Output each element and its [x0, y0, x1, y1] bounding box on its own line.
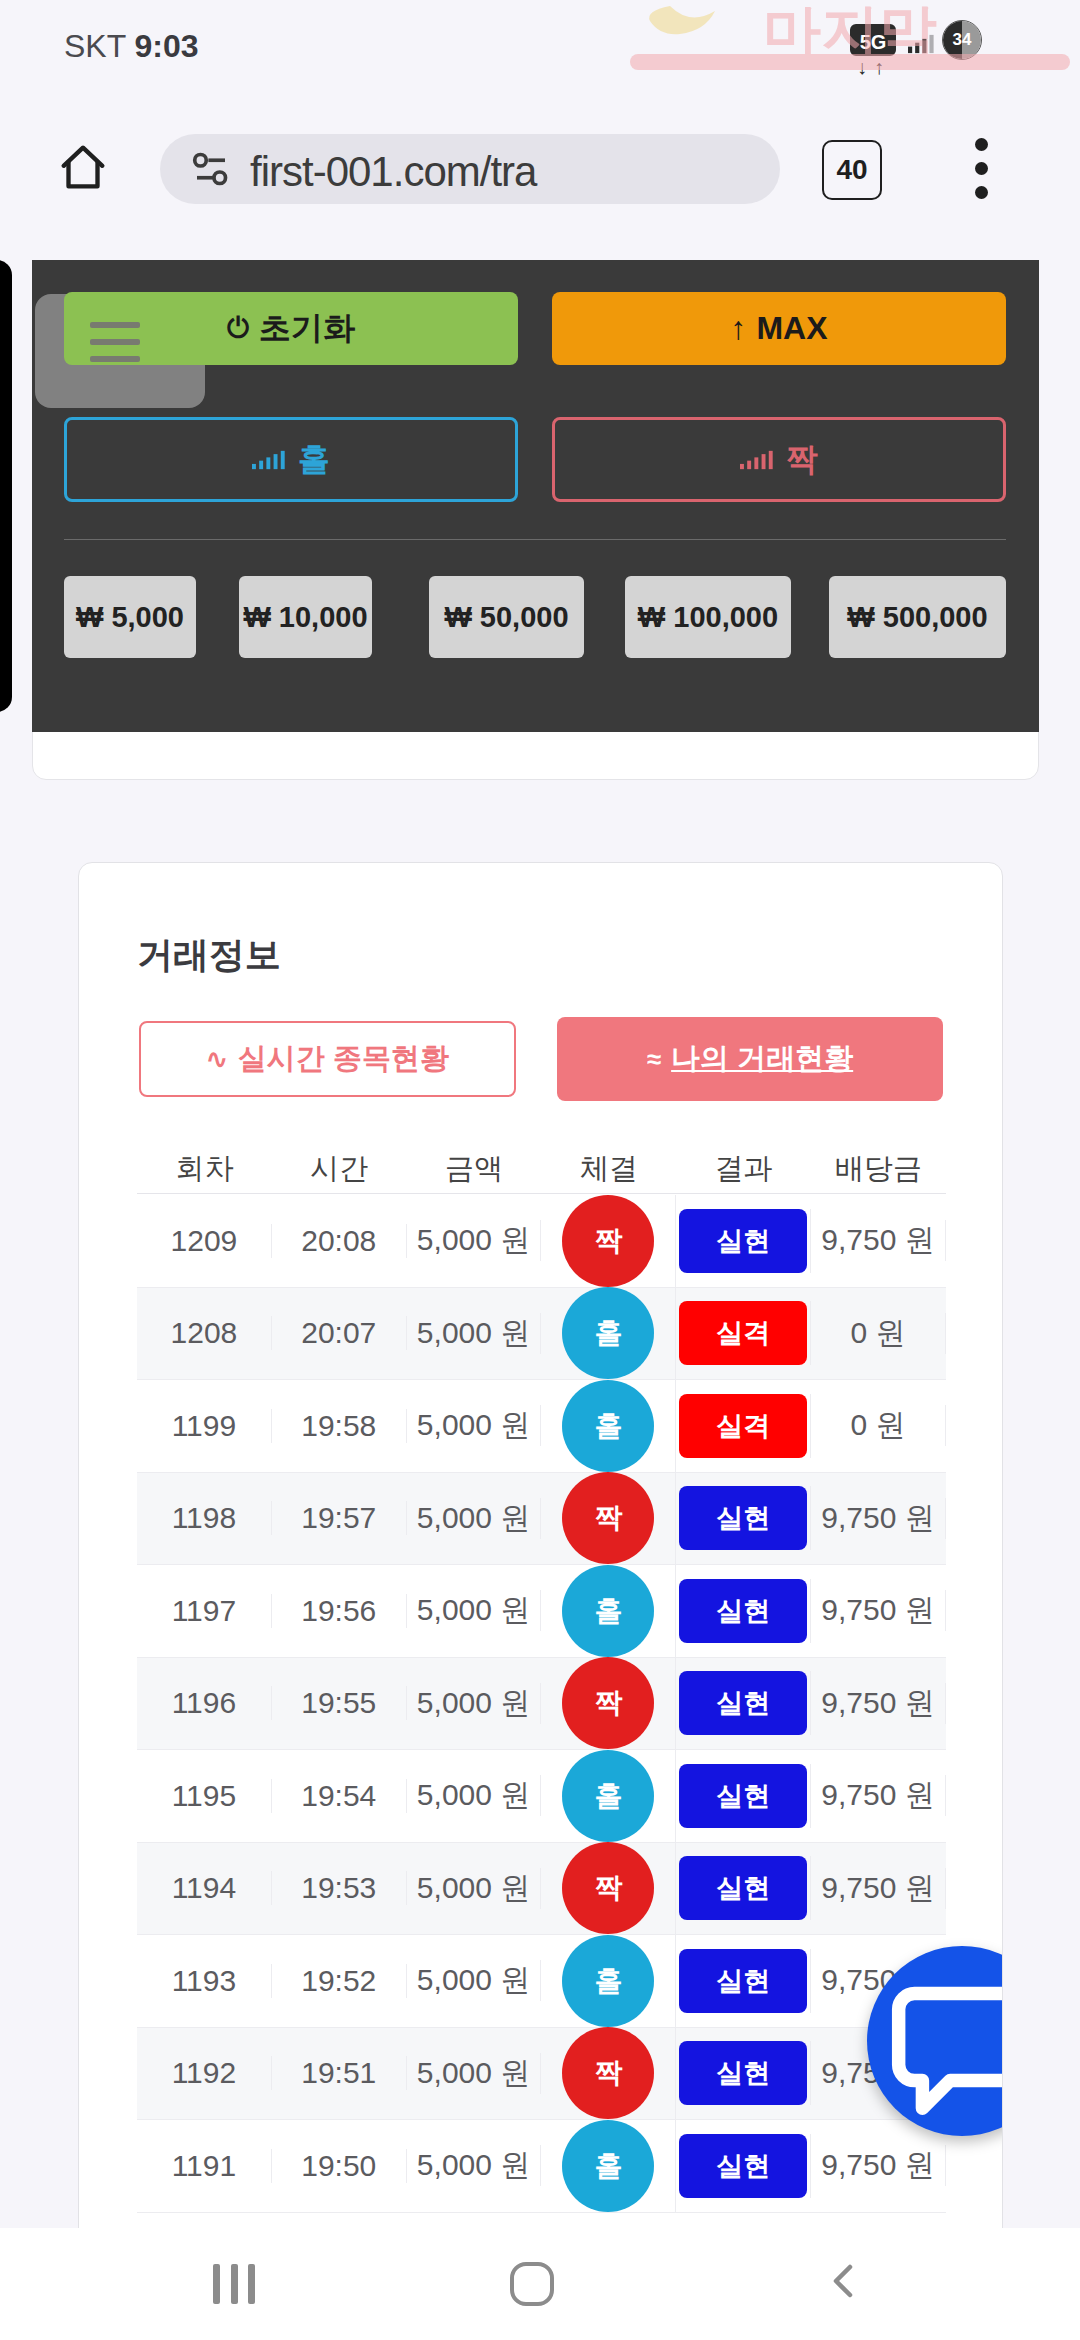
svg-text:마지막: 마지막: [763, 0, 937, 63]
